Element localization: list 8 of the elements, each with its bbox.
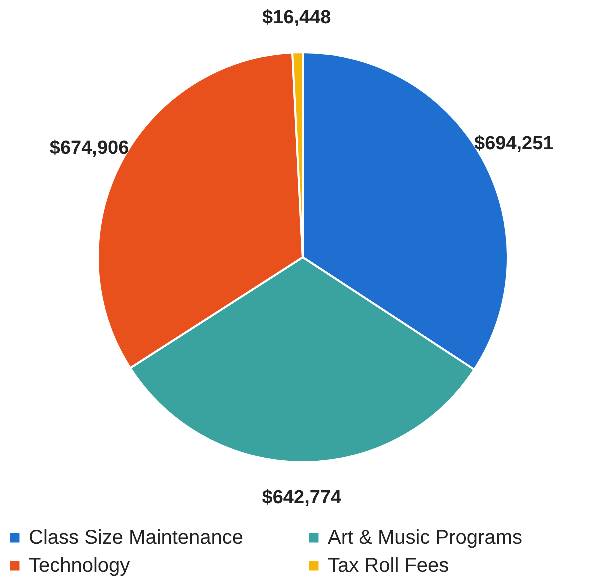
legend-label: Technology (29, 555, 130, 577)
legend-label: Tax Roll Fees (328, 555, 450, 577)
data-label: $16,448 (262, 8, 332, 29)
legend-label: Art & Music Programs (328, 527, 522, 549)
data-label: $694,251 (474, 133, 554, 154)
data-label: $674,906 (50, 138, 130, 159)
data-label: $642,774 (262, 488, 342, 508)
legend-label: Class Size Maintenance (29, 527, 244, 549)
